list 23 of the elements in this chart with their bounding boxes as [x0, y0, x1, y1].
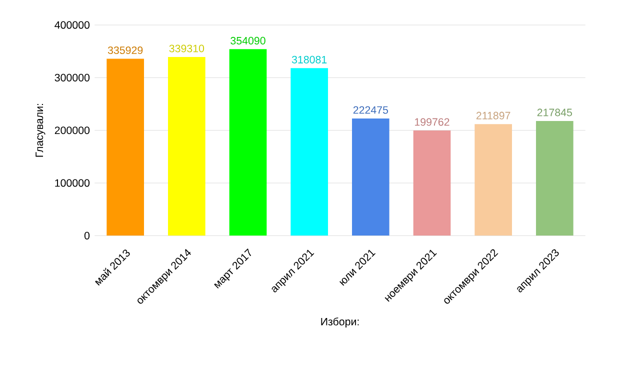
- data-label: 211897: [476, 112, 510, 120]
- bar: [352, 118, 390, 236]
- data-label: 339310: [169, 44, 204, 52]
- y-tick-label: 400000: [54, 21, 90, 29]
- data-label: 354090: [230, 36, 266, 44]
- data-label: 199762: [415, 118, 450, 126]
- data-label: 217845: [537, 108, 572, 116]
- bar: [229, 49, 267, 236]
- bar: [536, 120, 574, 236]
- y-tick-label: 100000: [55, 179, 90, 187]
- x-axis-title: Избори:: [321, 317, 359, 328]
- y-tick-label: 0: [84, 232, 90, 240]
- bar: [474, 124, 512, 236]
- y-tick-label: 300000: [54, 74, 90, 82]
- bar: [168, 56, 206, 236]
- bar: [290, 68, 328, 236]
- data-label: 335929: [108, 46, 143, 54]
- y-tick-label: 200000: [54, 126, 90, 134]
- data-label: 222475: [353, 106, 388, 114]
- bar: [413, 130, 451, 236]
- y-axis-title: Гласували:: [36, 104, 46, 157]
- bar: [106, 58, 144, 236]
- data-label: 318081: [292, 56, 327, 64]
